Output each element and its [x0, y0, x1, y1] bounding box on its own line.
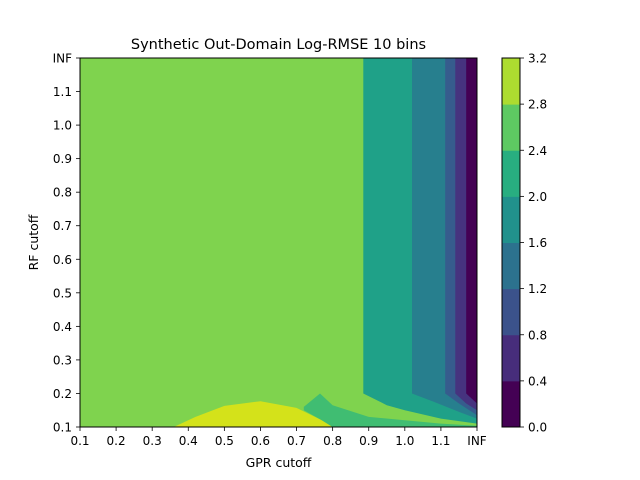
contour-band-7 [466, 58, 477, 404]
x-axis: 0.1 0.2 0.3 0.4 0.5 0.6 0.7 0.8 0.9 1.0 1.1 INF [70, 427, 487, 448]
y-tick-label: 1.1 [53, 85, 72, 99]
x-tick-label: 0.3 [143, 434, 162, 448]
y-tick-label: 0.6 [53, 253, 72, 267]
y-tick-label: 0.8 [53, 186, 72, 200]
x-tick-label: INF [467, 434, 487, 448]
colorbar-segment [502, 196, 520, 243]
y-tick-label: 0.1 [53, 421, 72, 435]
colorbar-segment [502, 104, 520, 151]
y-tick-label: INF [53, 52, 73, 66]
chart-title: Synthetic Out-Domain Log-RMSE 10 bins [131, 37, 426, 53]
y-tick-label: 0.3 [53, 353, 72, 367]
colorbar-tick-label: 0.4 [528, 374, 547, 388]
y-axis-label: RF cutoff [26, 214, 41, 270]
colorbar-segment [502, 242, 520, 290]
x-tick-label: 0.4 [179, 434, 198, 448]
y-axis: 0.1 0.2 0.3 0.4 0.5 0.6 0.7 0.8 0.9 1.0 1.1 INF [53, 52, 80, 435]
colorbar-segment [502, 334, 520, 382]
y-tick-label: 0.5 [53, 286, 72, 300]
colorbar-tick-label: 0.8 [528, 328, 547, 342]
x-tick-label: 0.5 [215, 434, 234, 448]
x-tick-label: 0.6 [251, 434, 270, 448]
x-tick-label: 0.9 [359, 434, 378, 448]
colorbar-tick-label: 1.2 [528, 282, 547, 296]
colorbar-tick-label: 2.8 [528, 98, 547, 112]
x-tick-label: 0.1 [70, 434, 89, 448]
y-tick-label: 0.7 [53, 219, 72, 233]
y-tick-label: 1.0 [53, 119, 72, 133]
colorbar-tick-label: 2.4 [528, 144, 547, 158]
x-axis-label: GPR cutoff [246, 455, 312, 470]
contour-band-1 [173, 401, 333, 427]
colorbar: 0.0 0.4 0.8 1.2 1.6 2.0 2.4 2.8 3.2 [501, 52, 547, 435]
colorbar-segment [502, 380, 520, 428]
y-tick-label: 0.4 [53, 320, 72, 334]
colorbar-tick-label: 0.0 [528, 421, 547, 435]
colorbar-segment [502, 58, 520, 105]
contour-bands [80, 58, 477, 427]
plot-frame [79, 57, 478, 428]
x-tick-label: 0.8 [323, 434, 342, 448]
colorbar-tick-label: 3.2 [528, 52, 547, 66]
colorbar-segment [502, 288, 520, 336]
y-tick-label: 0.2 [53, 387, 72, 401]
x-tick-label: 1.1 [431, 434, 450, 448]
plot-area [79, 57, 478, 428]
colorbar-tick-label: 1.6 [528, 236, 547, 250]
y-tick-label: 0.9 [53, 152, 72, 166]
colorbar-segment [502, 150, 520, 197]
x-tick-label: 0.2 [107, 434, 126, 448]
x-tick-label: 0.7 [287, 434, 306, 448]
x-tick-label: 1.0 [395, 434, 414, 448]
colorbar-tick-label: 2.0 [528, 190, 547, 204]
